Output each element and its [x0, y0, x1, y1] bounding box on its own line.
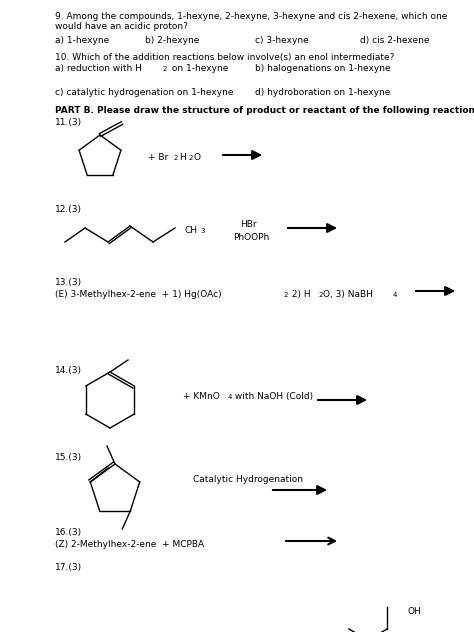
Text: PART B. Please draw the structure of product or reactant of the following reacti: PART B. Please draw the structure of pro… — [55, 106, 474, 115]
Text: HBr: HBr — [240, 220, 256, 229]
Text: on 1-hexyne: on 1-hexyne — [169, 64, 228, 73]
Text: d) cis 2-hexene: d) cis 2-hexene — [360, 36, 429, 45]
Text: d) hydroboration on 1-hexyne: d) hydroboration on 1-hexyne — [255, 88, 391, 97]
Text: 13.(3): 13.(3) — [55, 278, 82, 287]
Text: + Br: + Br — [148, 153, 168, 162]
Text: with NaOH (Cold): with NaOH (Cold) — [232, 392, 313, 401]
Text: + KMnO: + KMnO — [183, 392, 220, 401]
Text: Catalytic Hydrogenation: Catalytic Hydrogenation — [193, 475, 303, 484]
Text: O: O — [194, 153, 201, 162]
Text: a) 1-hexyne: a) 1-hexyne — [55, 36, 109, 45]
Text: a) reduction with H: a) reduction with H — [55, 64, 142, 73]
Text: 15.(3): 15.(3) — [55, 453, 82, 462]
Text: would have an acidic proton?: would have an acidic proton? — [55, 22, 188, 31]
Text: 2: 2 — [174, 155, 178, 161]
Text: 17.(3): 17.(3) — [55, 563, 82, 572]
Text: 14.(3): 14.(3) — [55, 366, 82, 375]
Text: PhOOPh: PhOOPh — [233, 233, 269, 242]
Text: (E) 3-Methylhex-2-ene  + 1) Hg(OAc): (E) 3-Methylhex-2-ene + 1) Hg(OAc) — [55, 290, 222, 299]
Text: O, 3) NaBH: O, 3) NaBH — [323, 290, 373, 299]
Text: 2: 2 — [163, 66, 167, 72]
Text: 2: 2 — [319, 292, 323, 298]
Text: b) halogenations on 1-hexyne: b) halogenations on 1-hexyne — [255, 64, 391, 73]
Text: 2: 2 — [284, 292, 288, 298]
Text: 12.(3): 12.(3) — [55, 205, 82, 214]
Text: 10. Which of the addition reactions below involve(s) an enol intermediate?: 10. Which of the addition reactions belo… — [55, 53, 394, 62]
Text: 16.(3): 16.(3) — [55, 528, 82, 537]
Text: 11.(3): 11.(3) — [55, 118, 82, 127]
Text: H: H — [179, 153, 186, 162]
Text: c) catalytic hydrogenation on 1-hexyne: c) catalytic hydrogenation on 1-hexyne — [55, 88, 234, 97]
Text: 2) H: 2) H — [289, 290, 310, 299]
Text: c) 3-hexyne: c) 3-hexyne — [255, 36, 309, 45]
Text: CH: CH — [185, 226, 198, 235]
Text: 4: 4 — [393, 292, 397, 298]
Text: 2: 2 — [189, 155, 193, 161]
Text: 9. Among the compounds, 1-hexyne, 2-hexyne, 3-hexyne and cis 2-hexene, which one: 9. Among the compounds, 1-hexyne, 2-hexy… — [55, 12, 447, 21]
Text: OH: OH — [408, 607, 422, 616]
Text: 3: 3 — [200, 228, 204, 234]
Text: (Z) 2-Methylhex-2-ene  + MCPBA: (Z) 2-Methylhex-2-ene + MCPBA — [55, 540, 204, 549]
Text: b) 2-hexyne: b) 2-hexyne — [145, 36, 200, 45]
Text: 4: 4 — [228, 394, 232, 400]
